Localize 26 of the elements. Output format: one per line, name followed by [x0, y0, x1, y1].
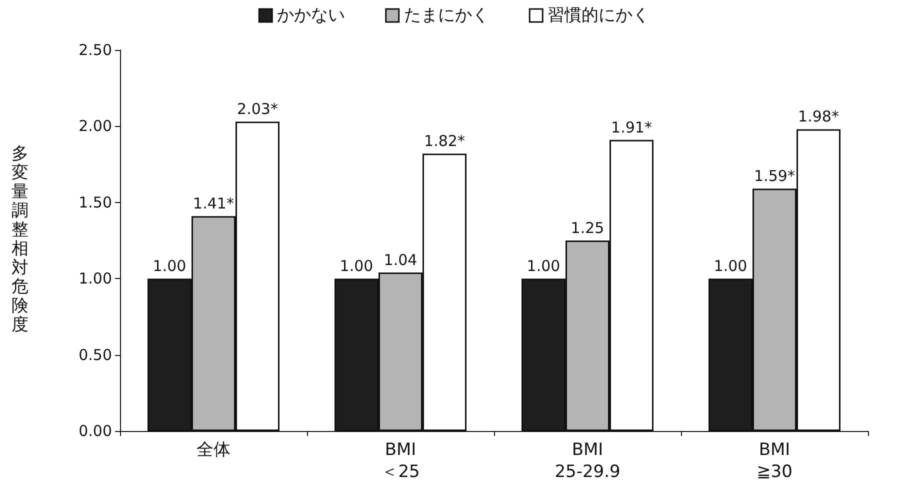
y-tick-label: 1.00 — [78, 270, 112, 288]
data-label: 1.41* — [193, 194, 234, 213]
legend-label: 習慣的にかく — [548, 6, 650, 26]
data-label: 1.00 — [340, 257, 374, 276]
data-label: 1.59* — [754, 167, 796, 186]
y-tick-label: 2.00 — [78, 117, 112, 136]
y-tick-label: 1.50 — [78, 193, 112, 212]
data-label: 2.03* — [237, 100, 278, 118]
data-label: 1.00 — [526, 257, 560, 276]
data-label: 1.00 — [152, 257, 186, 276]
x-tick-label: BMI 25-29.9 — [554, 440, 620, 482]
data-label: 1.25 — [570, 219, 604, 237]
y-tick-label: 2.50 — [78, 41, 112, 59]
legend-label: かかない — [277, 6, 346, 26]
data-label: 1.82* — [424, 132, 466, 150]
legend-label: たまにかく — [404, 6, 489, 26]
x-tick-label: 全体 — [196, 440, 230, 460]
text: 多変量調整相対危険度 — [12, 144, 28, 335]
data-label: 1.98* — [798, 108, 840, 126]
data-label: 1.00 — [714, 257, 748, 276]
data-label: 1.04 — [384, 251, 418, 270]
x-tick-label: BMI ≧30 — [756, 440, 792, 482]
data-label: 1.91* — [611, 118, 652, 136]
x-tick-label: BMI ＜25 — [381, 440, 420, 482]
y-tick-label: 0.00 — [78, 422, 112, 440]
y-tick-label: 0.50 — [78, 346, 112, 364]
